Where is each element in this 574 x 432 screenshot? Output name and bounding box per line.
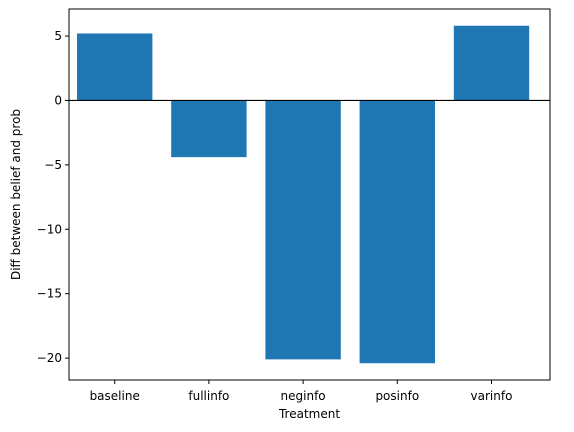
- y-tick-label: 5: [54, 29, 62, 43]
- x-tick-label-baseline: baseline: [90, 389, 140, 403]
- x-axis-ticks: baseline fullinfo neginfo posinfo varinfo: [90, 380, 513, 403]
- y-axis-title: Diff between belief and prob: [9, 109, 23, 280]
- y-tick-label: −15: [37, 287, 62, 301]
- x-tick-label-varinfo: varinfo: [471, 389, 513, 403]
- bar-posinfo: [359, 100, 435, 364]
- y-tick-label: −5: [44, 158, 62, 172]
- x-tick-label-fullinfo: fullinfo: [188, 389, 229, 403]
- x-tick-label-neginfo: neginfo: [281, 389, 326, 403]
- y-tick-label: −20: [37, 351, 62, 365]
- y-tick-label: −10: [37, 222, 62, 236]
- bars-group: [77, 25, 530, 364]
- bar-varinfo: [453, 25, 530, 101]
- y-tick-label: 0: [54, 93, 62, 107]
- bar-fullinfo: [171, 100, 247, 158]
- y-axis-ticks: 5 0 −5 −10 −15 −20: [37, 29, 69, 365]
- x-axis-title: Treatment: [278, 407, 340, 421]
- bar-neginfo: [265, 100, 341, 360]
- x-tick-label-posinfo: posinfo: [375, 389, 419, 403]
- plot-area-frame: [68, 8, 551, 381]
- bar-baseline: [77, 33, 153, 101]
